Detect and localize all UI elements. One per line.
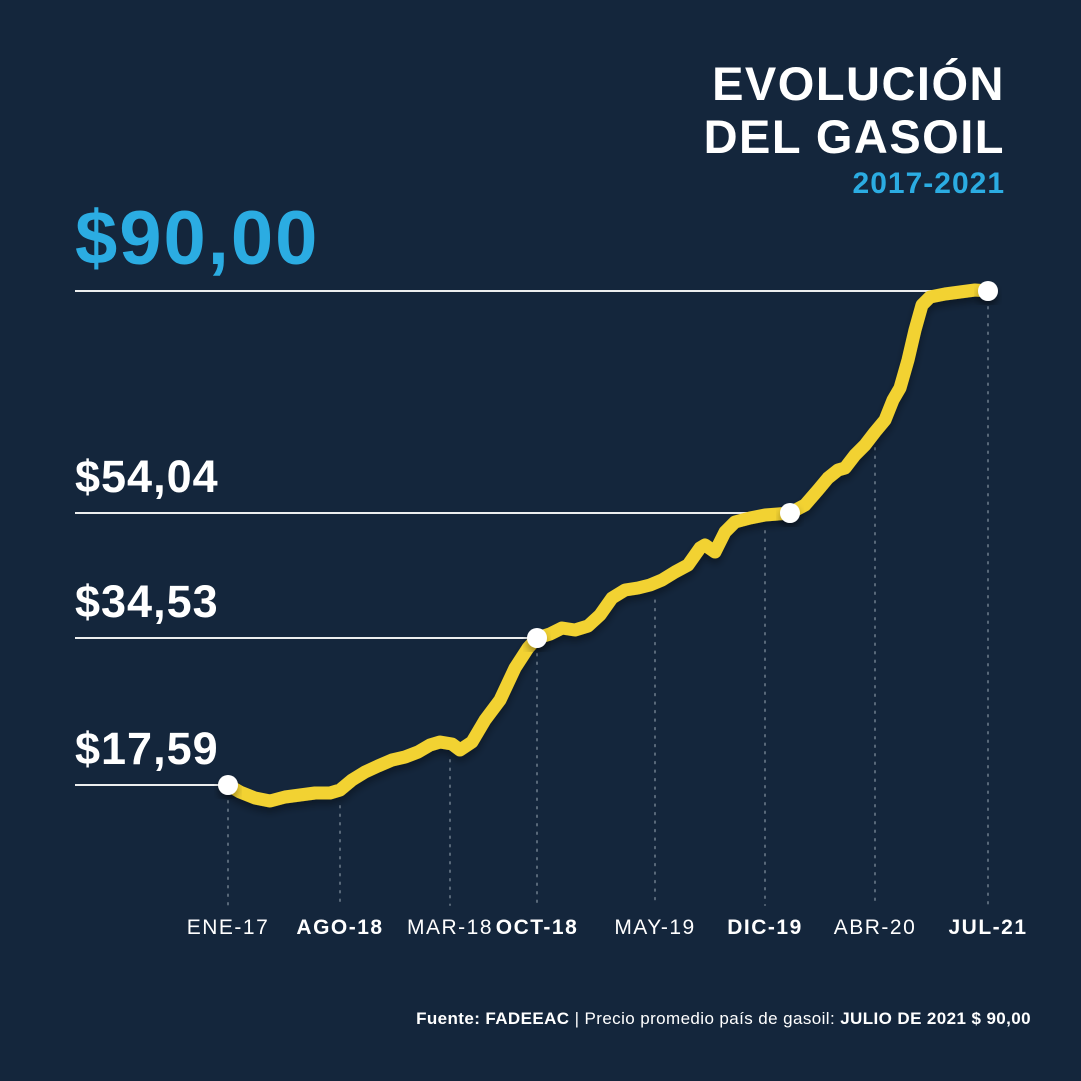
title-line1: EVOLUCIÓN [712, 57, 1005, 110]
data-point-marker [978, 281, 998, 301]
source-highlight: JULIO DE 2021 $ 90,00 [840, 1009, 1031, 1028]
source-description: Precio promedio país de gasoil: [584, 1009, 836, 1028]
chart-title: EVOLUCIÓN DEL GASOIL 2017-2021 [703, 57, 1005, 201]
data-point-marker [527, 628, 547, 648]
data-point-marker [218, 775, 238, 795]
source-name: FADEEAC [485, 1009, 570, 1028]
source-separator: | [574, 1009, 580, 1028]
source-label: Fuente: [416, 1009, 481, 1028]
data-point-marker [780, 503, 800, 523]
source-note: Fuente: FADEEAC | Precio promedio país d… [416, 1009, 1031, 1029]
title-line2: DEL GASOIL [703, 109, 1005, 163]
price-series-line [221, 283, 995, 808]
title-subtitle: 2017-2021 [852, 167, 1005, 201]
